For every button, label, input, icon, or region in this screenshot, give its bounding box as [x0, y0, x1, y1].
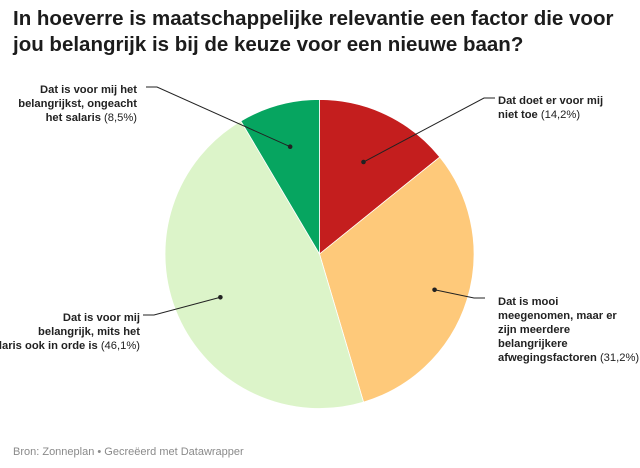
leader-line — [143, 296, 221, 316]
slice-label: Dat is voor mij het belangrijkst, ongeach… — [18, 84, 137, 124]
slice-label: Dat doet er voor mij niet toe (14,2%) — [498, 95, 603, 121]
pie-slice — [319, 156, 475, 403]
pie-slices — [164, 99, 475, 409]
leader-line — [434, 289, 485, 299]
pie-slice — [319, 99, 441, 255]
leader-dot — [432, 287, 437, 293]
leader-dot — [361, 159, 366, 165]
leader-lines — [143, 86, 495, 316]
chart-title: In hoeverre is maatschappelijke relevant… — [13, 7, 614, 56]
source-footer: Bron: Zonneplan • Gecreëerd met Datawrap… — [13, 446, 244, 458]
pie-slice — [164, 120, 365, 409]
leader-line — [363, 97, 495, 163]
slice-labels: Dat doet er voor mij niet toe (14,2%) Dat … — [0, 84, 639, 364]
leader-dot — [287, 144, 293, 150]
slice-label: Dat is mooi meegenomen, maar er zijn meerd… — [498, 296, 639, 364]
pie-slice — [240, 99, 320, 256]
leader-dot — [218, 294, 223, 300]
leader-line — [146, 86, 291, 148]
